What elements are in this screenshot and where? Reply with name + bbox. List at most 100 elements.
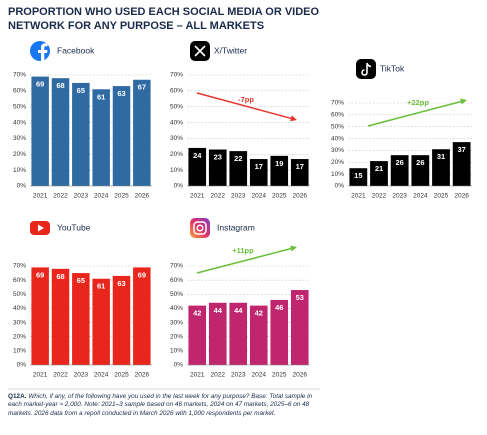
- bar: [229, 302, 248, 365]
- bar: [390, 155, 409, 186]
- x-tick-label: 2026: [454, 193, 469, 200]
- y-tick-label: 0%: [174, 362, 184, 369]
- x-tick-label: 2026: [293, 372, 308, 379]
- x-tick-label: 2025: [434, 193, 449, 200]
- x-tick-label: 2025: [114, 372, 129, 379]
- x-tick-label: 2026: [135, 193, 150, 200]
- x-tick-label: 2022: [53, 193, 68, 200]
- title-line: NETWORK FOR ANY PURPOSE – ALL MARKETS: [8, 20, 264, 32]
- y-tick-label: 10%: [13, 167, 26, 174]
- bar-label: 17: [255, 162, 263, 171]
- bar-label: 24: [193, 151, 202, 160]
- y-tick-label: 70%: [331, 100, 344, 107]
- bar-label: 69: [36, 80, 44, 89]
- chart-title: TikTok: [380, 63, 405, 73]
- trend-arrow: [367, 100, 463, 127]
- x-tick-label: 2024: [413, 193, 428, 200]
- arrow-head: [460, 98, 467, 105]
- bar-label: 67: [138, 83, 146, 92]
- bar: [92, 278, 110, 365]
- bar: [452, 142, 471, 186]
- x-tick-label: 2021: [190, 193, 205, 200]
- y-tick-label: 40%: [13, 119, 26, 126]
- bar-label: 46: [275, 303, 283, 312]
- x-tick-label: 2024: [252, 372, 267, 379]
- y-tick-label: 0%: [174, 183, 184, 190]
- bar-label: 63: [117, 279, 125, 288]
- bar-label: 68: [56, 81, 64, 90]
- bar: [51, 78, 70, 186]
- icon: [193, 221, 207, 235]
- bar: [229, 151, 248, 186]
- bar-label: 42: [193, 309, 201, 318]
- x-tick-label: 2021: [33, 372, 48, 379]
- x-tick-label: 2021: [190, 372, 205, 379]
- bar-label: 42: [255, 309, 263, 318]
- bar: [290, 159, 309, 186]
- y-tick-label: 20%: [170, 151, 183, 158]
- bar: [31, 76, 49, 186]
- bar-label: 53: [296, 293, 304, 302]
- bar: [31, 267, 49, 365]
- y-tick-label: 70%: [13, 263, 26, 270]
- bar: [370, 161, 388, 186]
- y-tick-label: 40%: [170, 305, 183, 312]
- icon: [356, 59, 376, 79]
- icon: [194, 45, 206, 57]
- x-tick-label: 2022: [211, 193, 226, 200]
- y-tick-label: 20%: [13, 333, 26, 340]
- y-tick-label: 60%: [13, 277, 26, 284]
- bar-label: 63: [117, 89, 125, 98]
- y-tick-label: 20%: [170, 333, 183, 340]
- y-tick-label: 40%: [331, 135, 344, 142]
- x-tick-label: 2024: [94, 372, 109, 379]
- y-tick-label: 10%: [331, 171, 344, 178]
- bar-label: 69: [36, 270, 44, 279]
- y-tick-label: 50%: [331, 123, 344, 130]
- x-tick-label: 2021: [33, 193, 48, 200]
- bar-label: 65: [77, 86, 85, 95]
- icon: [38, 43, 48, 61]
- y-tick-label: 50%: [13, 103, 26, 110]
- bar-label: 23: [214, 153, 222, 162]
- annotation: +11pp: [232, 246, 254, 255]
- footnote: Q12A. Which, if any, of the following ha…: [8, 393, 320, 418]
- x-tick-label: 2025: [272, 372, 287, 379]
- bar-label: 61: [97, 92, 105, 101]
- bar: [72, 82, 90, 186]
- title-line: PROPORTION WHO USED EACH SOCIAL MEDIA OR…: [8, 6, 320, 18]
- y-tick-label: 40%: [170, 119, 183, 126]
- y-tick-label: 10%: [170, 167, 183, 174]
- y-tick-label: 60%: [170, 277, 183, 284]
- x-tick-label: 2023: [74, 193, 89, 200]
- chart-title: X/Twitter: [214, 45, 247, 55]
- bar: [188, 147, 207, 186]
- bar-label: 44: [214, 306, 223, 315]
- y-tick-label: 0%: [17, 362, 27, 369]
- trend-arrow: [196, 247, 293, 274]
- x-tick-label: 2024: [252, 193, 267, 200]
- y-tick-label: 20%: [331, 159, 344, 166]
- x-tick-label: 2023: [74, 372, 89, 379]
- bar: [349, 168, 368, 186]
- trend-arrow: [196, 92, 293, 120]
- y-tick-label: 50%: [170, 291, 183, 298]
- bar-label: 31: [437, 152, 445, 161]
- bar: [290, 290, 309, 365]
- x-tick-label: 2022: [53, 372, 68, 379]
- chart-title: Facebook: [57, 45, 95, 55]
- bar: [270, 155, 289, 186]
- footnote-label: Q12A.: [8, 393, 27, 400]
- x-tick-label: 2025: [114, 193, 129, 200]
- chart-title: Instagram: [217, 222, 255, 232]
- bar: [208, 302, 227, 365]
- bar-label: 44: [234, 306, 243, 315]
- bar-label: 61: [97, 282, 105, 291]
- y-tick-label: 70%: [170, 72, 183, 79]
- y-tick-label: 10%: [170, 348, 183, 355]
- bar: [208, 149, 227, 186]
- y-tick-label: 50%: [170, 103, 183, 110]
- bar: [112, 86, 131, 186]
- x-tick-label: 2022: [372, 193, 387, 200]
